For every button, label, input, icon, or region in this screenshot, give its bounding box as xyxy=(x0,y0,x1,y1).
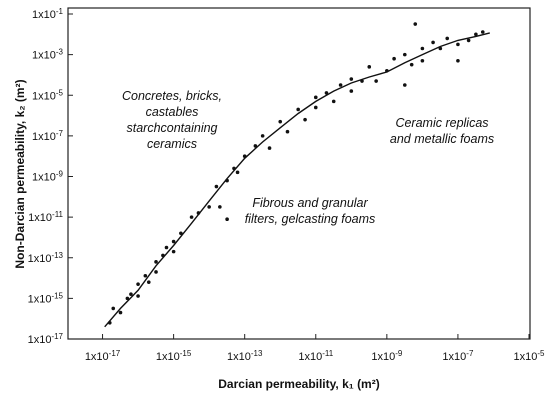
plot-frame xyxy=(67,7,531,340)
y-tick-label: 1x10-13 xyxy=(28,251,64,265)
annotation: ceramics xyxy=(147,137,197,151)
y-tick-label: 1x10-3 xyxy=(32,48,64,62)
point xyxy=(111,306,116,311)
point xyxy=(171,249,176,254)
y-axis-label: Non-Darcian permeability, k₂ (m²) xyxy=(13,79,27,268)
x-tick-label: 1x10-9 xyxy=(371,349,403,363)
point xyxy=(331,99,336,104)
point xyxy=(349,89,354,93)
y-tick-label: 1x10-11 xyxy=(28,210,63,224)
point xyxy=(189,215,194,219)
point xyxy=(171,239,176,244)
y-tick-label: 1x10-7 xyxy=(32,129,64,143)
point xyxy=(313,95,318,100)
point xyxy=(360,79,364,83)
annotation: Fibrous and granular xyxy=(252,196,368,210)
point xyxy=(456,58,460,63)
point xyxy=(242,154,247,158)
point xyxy=(466,38,471,43)
x-tick-label: 1x10-11 xyxy=(298,349,333,363)
point xyxy=(136,294,140,298)
fit-curve xyxy=(104,32,490,328)
point xyxy=(260,134,265,138)
point xyxy=(445,36,450,41)
point xyxy=(285,129,290,134)
x-axis-label: Darcian permeability, k₁ (m²) xyxy=(218,377,379,391)
point xyxy=(338,83,343,87)
x-tick-label: 1x10-7 xyxy=(442,349,474,363)
point xyxy=(431,40,435,45)
point xyxy=(374,79,378,83)
x-tick-label: 1x10-17 xyxy=(85,349,121,363)
point xyxy=(402,52,407,57)
point xyxy=(253,144,258,148)
point xyxy=(278,119,283,124)
point xyxy=(179,231,183,236)
y-tick-label: 1x10-1 xyxy=(32,7,64,21)
point xyxy=(303,117,307,122)
point xyxy=(118,310,123,315)
point xyxy=(313,105,318,110)
point xyxy=(456,42,460,47)
point xyxy=(218,205,222,209)
point xyxy=(207,205,211,209)
point xyxy=(420,46,425,51)
point xyxy=(154,270,158,274)
point xyxy=(143,273,148,278)
point xyxy=(267,146,272,150)
point xyxy=(136,282,140,286)
point xyxy=(164,245,169,250)
point xyxy=(349,77,354,81)
point xyxy=(107,320,112,325)
x-tick-label: 1x10-15 xyxy=(156,349,192,363)
point xyxy=(409,62,414,67)
point xyxy=(146,280,151,284)
point xyxy=(392,56,396,61)
point xyxy=(402,83,407,87)
point xyxy=(296,107,300,112)
point xyxy=(413,22,418,26)
annotation: castables xyxy=(146,105,199,119)
x-tick-label: 1x10-13 xyxy=(227,349,263,363)
y-tick-label: 1x10-15 xyxy=(28,291,64,305)
point xyxy=(232,166,236,171)
point xyxy=(225,217,229,222)
point xyxy=(161,253,165,258)
annotation: Concretes, bricks, xyxy=(122,89,222,103)
point xyxy=(438,46,443,51)
point xyxy=(214,184,219,189)
point xyxy=(235,170,240,175)
y-tick-label: 1x10-17 xyxy=(28,332,64,346)
point xyxy=(154,260,158,264)
point xyxy=(474,32,478,37)
point xyxy=(125,296,130,301)
annotation: filters, gelcasting foams xyxy=(245,212,376,226)
point xyxy=(225,178,229,183)
point xyxy=(196,211,201,215)
point xyxy=(420,58,425,63)
point xyxy=(324,91,329,95)
annotation: starchcontaining xyxy=(126,121,217,135)
point xyxy=(385,68,389,73)
y-tick-label: 1x10-9 xyxy=(32,170,64,184)
point xyxy=(480,30,485,34)
point xyxy=(367,65,372,69)
annotation: and metallic foams xyxy=(390,132,494,146)
y-tick-label: 1x10-5 xyxy=(32,88,64,102)
annotation: Ceramic replicas xyxy=(395,116,488,130)
x-tick-label: 1x10-5 xyxy=(514,349,546,363)
point xyxy=(129,292,133,297)
